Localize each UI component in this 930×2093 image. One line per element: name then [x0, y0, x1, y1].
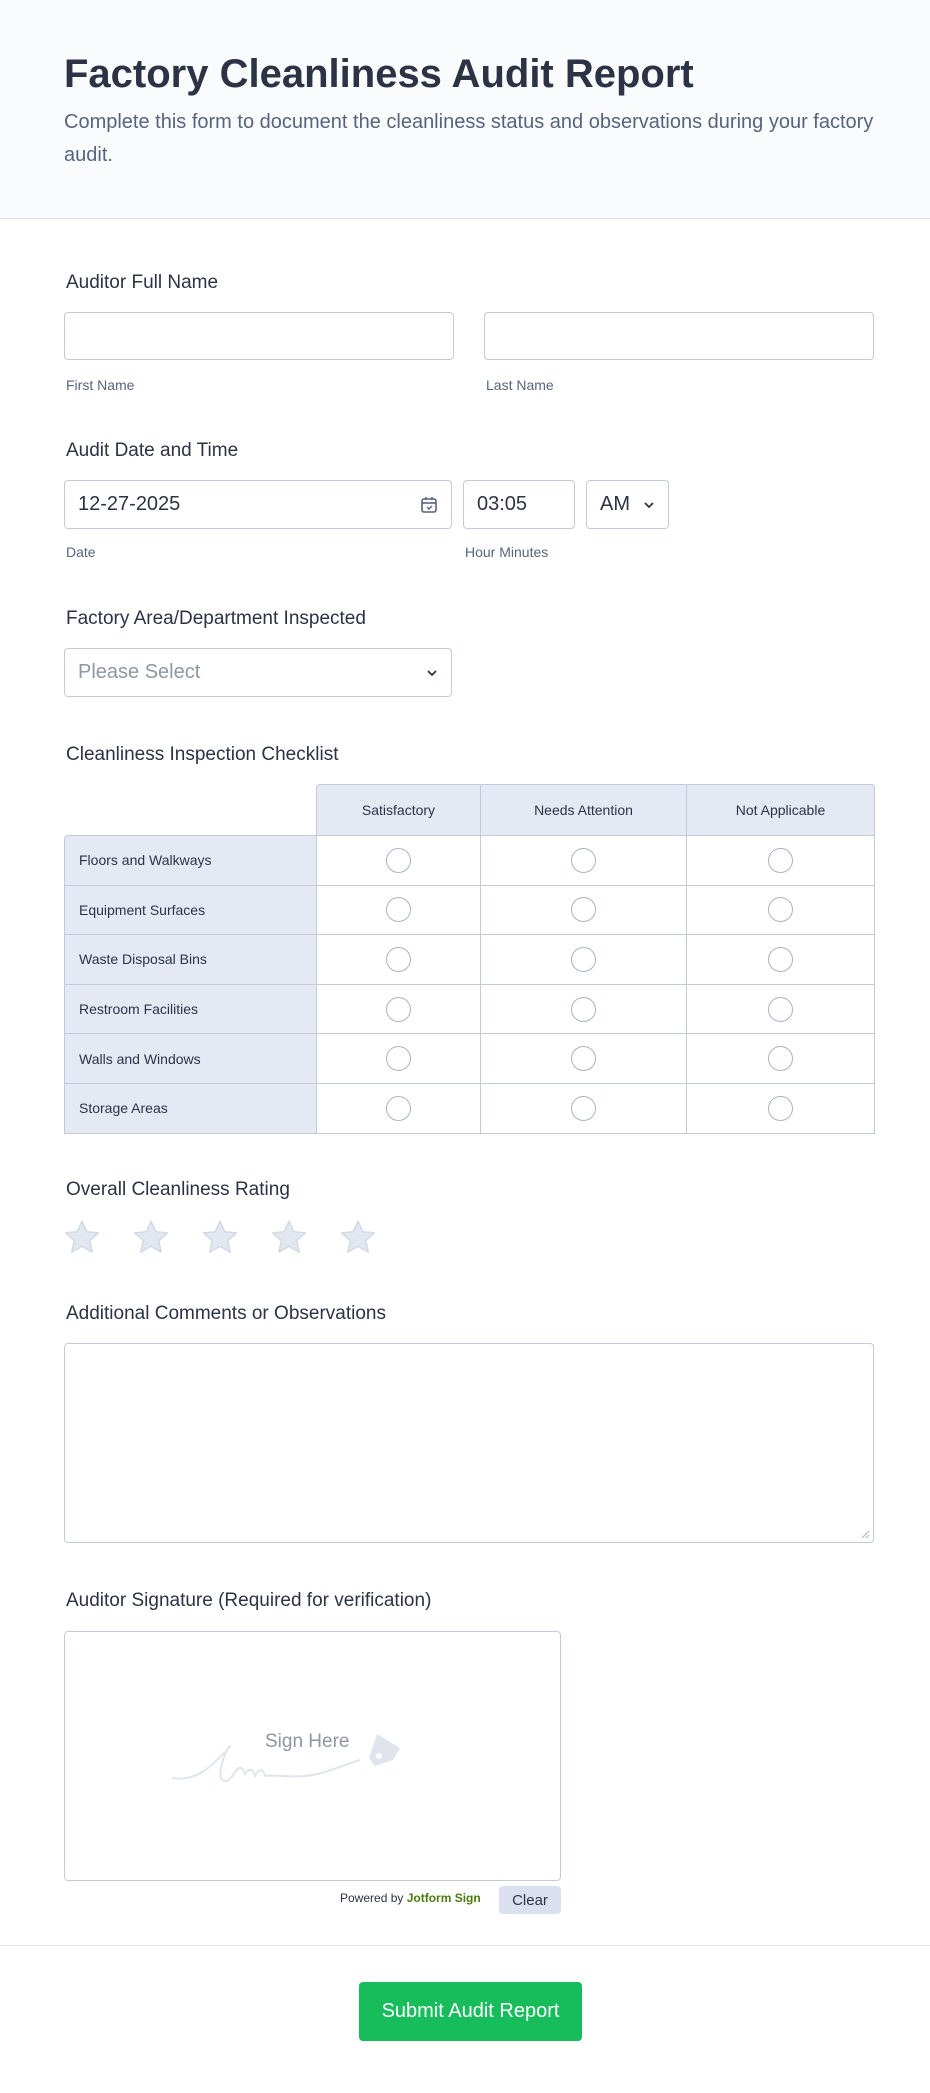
radio-button[interactable] [571, 1095, 596, 1121]
star-icon[interactable] [131, 1218, 171, 1258]
radio-button[interactable] [571, 847, 596, 873]
matrix-cell [686, 884, 875, 936]
star-icon[interactable] [269, 1218, 309, 1258]
matrix-cell [686, 835, 875, 886]
matrix-cell [480, 983, 687, 1035]
sign-here-text: Sign Here [265, 1731, 350, 1752]
radio-button[interactable] [768, 897, 793, 923]
comments-textarea[interactable] [64, 1343, 874, 1543]
radio-button[interactable] [386, 996, 411, 1022]
matrix-cell [480, 884, 687, 936]
time-input[interactable]: 03:05 [463, 480, 575, 529]
rating-label: Overall Cleanliness Rating [66, 1179, 290, 1200]
radio-button[interactable] [386, 1046, 411, 1072]
checklist-label: Cleanliness Inspection Checklist [66, 744, 339, 765]
radio-button[interactable] [571, 897, 596, 923]
star-icon[interactable] [338, 1218, 378, 1258]
radio-button[interactable] [768, 996, 793, 1022]
matrix-cell [316, 835, 481, 886]
matrix-cell [686, 1083, 875, 1134]
page-subtitle: Complete this form to document the clean… [64, 111, 874, 166]
signature-label: Auditor Signature (Required for verifica… [66, 1590, 432, 1611]
matrix-cell [316, 1083, 481, 1134]
powered-by: Powered by Jotform Sign [340, 1891, 481, 1905]
date-value: 12-27-2025 [78, 493, 181, 515]
date-sublabel: Date [66, 544, 96, 560]
star-icon[interactable] [200, 1218, 240, 1258]
factory-area-label: Factory Area/Department Inspected [66, 608, 366, 629]
last-name-input[interactable] [484, 312, 874, 360]
radio-button[interactable] [768, 1046, 793, 1072]
jotform-sign-brand: Jotform Sign [406, 1891, 481, 1905]
chevron-down-icon [427, 669, 437, 676]
row-label: Walls and Windows [64, 1033, 317, 1084]
resize-handle-icon[interactable] [860, 1529, 870, 1539]
submit-button[interactable]: Submit Audit Report [359, 1982, 582, 2041]
last-name-sublabel: Last Name [486, 377, 554, 393]
column-header: Not Applicable [686, 784, 875, 836]
factory-area-placeholder: Please Select [78, 661, 201, 683]
matrix-cell [686, 983, 875, 1035]
checklist-matrix: Satisfactory Needs Attention Not Applicabl… [64, 784, 875, 1134]
column-header: Needs Attention [480, 784, 687, 836]
ampm-value: AM [600, 493, 630, 515]
first-name-input[interactable] [64, 312, 454, 360]
matrix-cell [316, 884, 481, 936]
radio-button[interactable] [571, 1046, 596, 1072]
radio-button[interactable] [386, 897, 411, 923]
clear-signature-button[interactable]: Clear [499, 1886, 561, 1914]
row-label: Waste Disposal Bins [64, 934, 317, 985]
radio-button[interactable] [571, 946, 596, 972]
matrix-cell [316, 934, 481, 985]
radio-button[interactable] [768, 1095, 793, 1121]
row-label: Equipment Surfaces [64, 884, 317, 936]
signature-pen-icon [171, 1734, 400, 1782]
calendar-icon[interactable] [420, 496, 438, 514]
matrix-cell [316, 1033, 481, 1084]
radio-button[interactable] [571, 996, 596, 1022]
radio-button[interactable] [386, 946, 411, 972]
auditor-name-label: Auditor Full Name [66, 272, 219, 293]
ampm-select[interactable]: AM [586, 480, 669, 529]
radio-button[interactable] [768, 847, 793, 873]
audit-datetime-label: Audit Date and Time [66, 440, 239, 461]
matrix-cell [480, 1083, 687, 1134]
powered-by-text: Powered by [340, 1891, 404, 1905]
matrix-cell [480, 835, 687, 886]
page-title: Factory Cleanliness Audit Report [64, 52, 694, 96]
matrix-cell [316, 983, 481, 1035]
date-input[interactable]: 12-27-2025 [64, 480, 452, 529]
radio-button[interactable] [386, 847, 411, 873]
matrix-cell [480, 934, 687, 985]
row-label: Storage Areas [64, 1083, 317, 1134]
column-header: Satisfactory [316, 784, 481, 836]
radio-button[interactable] [768, 946, 793, 972]
factory-area-select[interactable]: Please Select [64, 648, 452, 697]
matrix-cell [480, 1033, 687, 1084]
signature-pad[interactable]: Sign Here [64, 1631, 561, 1881]
divider [0, 1945, 930, 1946]
radio-button[interactable] [386, 1095, 411, 1121]
star-rating [62, 1218, 378, 1258]
row-label: Floors and Walkways [64, 835, 317, 886]
form-header [0, 0, 930, 219]
matrix-cell [686, 1033, 875, 1084]
first-name-sublabel: First Name [66, 377, 135, 393]
matrix-cell [686, 934, 875, 985]
star-icon[interactable] [62, 1218, 102, 1258]
comments-label: Additional Comments or Observations [66, 1303, 386, 1324]
time-sublabel: Hour Minutes [465, 544, 549, 560]
row-label: Restroom Facilities [64, 983, 317, 1035]
chevron-down-icon [644, 501, 654, 508]
